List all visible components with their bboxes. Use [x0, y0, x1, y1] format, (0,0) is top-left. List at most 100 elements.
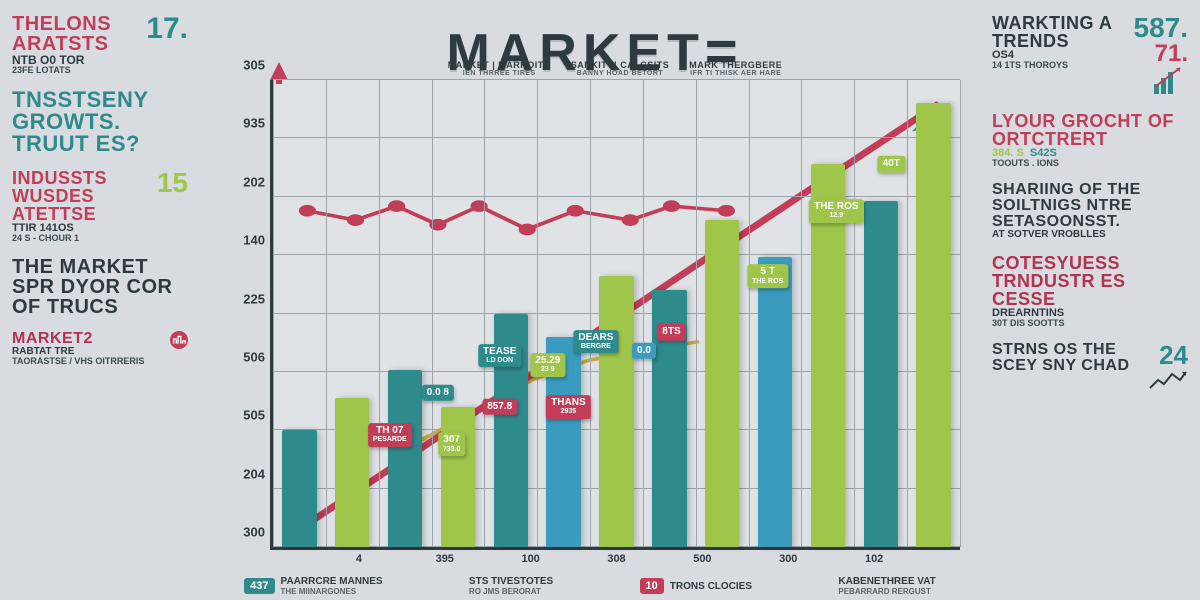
gridline [273, 254, 960, 255]
text-block: LYOUR GROCHT OF ORTCTRERT384. S S42STOOU… [992, 112, 1188, 168]
y-tick: 506 [243, 349, 273, 364]
x-tick: 500 [693, 547, 711, 565]
footer-pill: 437 [244, 578, 274, 594]
x-tick: 102 [865, 547, 883, 565]
gridline [854, 80, 855, 547]
text-block: STRNS OS THE SCEY SNY CHAD 24 [992, 342, 1188, 398]
top-tag: MARKET | MARKOITCIEN THRREE TIRES [448, 60, 551, 77]
footer-item: 10TRONS CLOCIES [640, 578, 752, 594]
value-chip: 857.8 [482, 399, 517, 416]
text-block: WARKTING A TRENDSOS414 1TS THOROYS587.71… [992, 14, 1188, 98]
gridline [643, 80, 644, 547]
bar [282, 430, 316, 547]
infographic-root: THELONS ARATSTSNTB O0 TOR23FE LOTATS17.T… [0, 0, 1200, 600]
text-block: TNSSTSENY GROWTS. TRUUT ES? [12, 89, 188, 155]
block-sub: AT SOTVER VROBLLES [992, 230, 1188, 240]
gridline [273, 80, 274, 547]
value-chip: 25.2923 9 [530, 353, 565, 377]
gridline [537, 80, 538, 547]
block-number: 15 [157, 169, 188, 197]
x-tick: 395 [436, 547, 454, 565]
y-tick: 225 [243, 291, 273, 306]
block-title: COTESYUESS TRNDUSTR ES CESSE [992, 254, 1188, 308]
gridline [273, 137, 960, 138]
block-caption: TAORASTSE / VHS OITRRERIS [12, 357, 164, 366]
gridline [801, 80, 802, 547]
block-number: 71. [1155, 42, 1188, 66]
gridline [326, 80, 327, 547]
block-title: THE MARKET SPR DYOR COR OF TRUCS [12, 257, 188, 317]
x-tick: 100 [521, 547, 539, 565]
block-title: WARKTING A TRENDS [992, 14, 1128, 50]
gridline [432, 80, 433, 547]
block-caption: 14 1TS THOROYS [992, 61, 1128, 70]
bar [335, 398, 369, 547]
footer-item: STS TIVESTOTESRO JMS BERORAT [469, 576, 553, 596]
top-tag: SANKITY! CALCSITSBANNY HOAD BETORT [571, 60, 670, 77]
value-chip: THE ROS12.9 [809, 199, 863, 223]
bar [758, 257, 792, 547]
bar [705, 220, 739, 547]
block-number: 587. [1134, 14, 1189, 42]
value-chip: DEARSBERGRE [573, 330, 618, 354]
x-tick: 308 [607, 547, 625, 565]
gridline [379, 80, 380, 547]
footer-item: KABENETHREE VATPEBARRARD RERGUST [838, 576, 935, 596]
y-tick: 505 [243, 408, 273, 423]
footer-pill: 10 [640, 578, 664, 594]
gridline [273, 79, 960, 80]
y-tick: 202 [243, 174, 273, 189]
gridline [484, 80, 485, 547]
x-tick: 4 [356, 547, 362, 565]
value-chip: 40T [878, 156, 905, 173]
left-column: THELONS ARATSTSNTB O0 TOR23FE LOTATS17.T… [0, 0, 200, 600]
bars-icon [1134, 66, 1189, 98]
block-title: MARKET2 [12, 331, 164, 347]
gridline [749, 80, 750, 547]
bar [441, 407, 475, 547]
bar [864, 201, 898, 547]
text-block: MARKET2RABTAT TRETAORASTSE / VHS OITRRER… [12, 331, 188, 366]
text-block: SHARIING OF THE SOILTNIGS NTRE SETASOONS… [992, 182, 1188, 240]
gridline [696, 80, 697, 547]
y-tick: 204 [243, 466, 273, 481]
value-chip: 8TS [657, 324, 685, 341]
spark-icon [1148, 368, 1188, 398]
y-tick: 140 [243, 233, 273, 248]
value-chip: 0.0 8 [422, 385, 454, 402]
block-number: 24 [1159, 342, 1188, 368]
footer-item: 437PAARRCRE MANNESTHE MIINARGONES [244, 576, 382, 596]
value-chip: TH 07PESARDE [368, 423, 412, 447]
bar [599, 276, 633, 547]
block-title: LYOUR GROCHT OF ORTCTRERT [992, 112, 1188, 148]
x-tick: 300 [779, 547, 797, 565]
right-column: WARKTING A TRENDSOS414 1TS THOROYS587.71… [980, 0, 1200, 600]
y-tick: 300 [243, 525, 273, 540]
gridline [960, 80, 961, 547]
top-tag: MARK THERGBEREIFR TI THISK AER HARE [689, 60, 782, 77]
block-title: THELONS ARATSTS [12, 14, 140, 54]
block-title: TNSSTSENY GROWTS. TRUUT ES? [12, 89, 188, 155]
text-block: THE MARKET SPR DYOR COR OF TRUCS [12, 257, 188, 317]
block-title: STRNS OS THE SCEY SNY CHAD [992, 342, 1142, 374]
gridline [590, 80, 591, 547]
y-tick: 305 [243, 58, 273, 73]
gridline [273, 196, 960, 197]
chart-icon [170, 331, 188, 353]
block-title: INDUSSTS WUSDES ATETTSE [12, 169, 151, 223]
value-chip: 0.0 [632, 343, 656, 360]
gridline [907, 80, 908, 547]
text-block: COTESYUESS TRNDUSTR ES CESSEDREARNTINS30… [992, 254, 1188, 328]
block-title: SHARIING OF THE SOILTNIGS NTRE SETASOONS… [992, 182, 1188, 230]
footer-strip: 437PAARRCRE MANNESTHE MIINARGONES STS TI… [210, 576, 970, 596]
value-chip: 5 TTHE ROS [747, 264, 788, 288]
top-tags: MARKET | MARKOITCIEN THRREE TIRES SANKITY… [280, 60, 950, 77]
bar [388, 370, 422, 547]
value-chip: 307733.0 [438, 432, 466, 456]
text-block: THELONS ARATSTSNTB O0 TOR23FE LOTATS17. [12, 14, 188, 75]
value-chip: TEASELD DON [478, 344, 521, 368]
block-caption: 24 S - CHOUR 1 [12, 234, 151, 243]
block-caption: TOOUTS . IONS [992, 159, 1188, 168]
block-number: 17. [146, 14, 188, 44]
center-panel: MARKET= MARKET | MARKOITCIEN THRREE TIRE… [200, 0, 980, 600]
